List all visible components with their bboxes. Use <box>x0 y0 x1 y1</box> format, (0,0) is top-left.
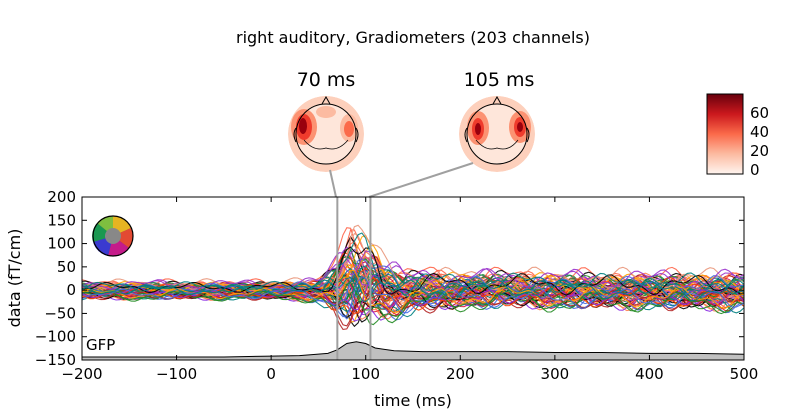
x-tick-label: 500 <box>730 365 759 383</box>
sensor-trace <box>82 250 744 290</box>
sensor-trace <box>82 244 744 301</box>
gfp-area <box>82 341 744 360</box>
x-tick-label: −200 <box>61 365 102 383</box>
topomap-label-105ms: 105 ms <box>463 69 535 91</box>
x-axis-label: time (ms) <box>374 391 452 410</box>
y-tick-label: 50 <box>57 258 76 276</box>
colorbar-tick-40: 40 <box>750 123 770 141</box>
x-tick-label: 400 <box>635 365 664 383</box>
sensor-position-legend <box>92 215 134 257</box>
colorbar-tick-20: 20 <box>750 142 770 160</box>
topomap-label-70ms: 70 ms <box>296 69 356 91</box>
x-tick-label: −100 <box>156 365 197 383</box>
x-tick-label: 0 <box>266 365 276 383</box>
figure-title: right auditory, Gradiometers (203 channe… <box>236 28 590 47</box>
y-tick-label: 150 <box>47 211 76 229</box>
colorbar-tick-60: 60 <box>750 104 770 122</box>
sensor-trace <box>82 265 744 305</box>
plot-frame <box>81 196 745 361</box>
y-tick-label: 100 <box>47 235 76 253</box>
gfp-line <box>82 341 744 358</box>
sensor-trace <box>82 287 744 327</box>
y-tick-label: −150 <box>35 351 76 369</box>
topomap-connector-105ms <box>368 162 474 198</box>
sensor-trace <box>82 276 744 303</box>
y-tick-label: −100 <box>35 328 76 346</box>
x-tick-label: 200 <box>446 365 475 383</box>
topomap-70ms <box>288 95 364 172</box>
colorbar-tick-0: 0 <box>750 161 760 179</box>
colorbar <box>706 93 744 175</box>
gfp-label: GFP <box>86 336 115 354</box>
y-tick-label: 0 <box>66 281 76 299</box>
x-tick-label: 300 <box>541 365 570 383</box>
sensor-trace <box>82 246 744 296</box>
topomap-connector-70ms <box>329 169 337 198</box>
sensor-trace <box>82 232 744 295</box>
plot-area <box>82 197 744 360</box>
x-tick-label: 100 <box>351 365 380 383</box>
y-tick-label: −50 <box>44 304 76 322</box>
y-axis-label: data (fT/cm) <box>5 229 24 328</box>
y-tick-label: 200 <box>47 188 76 206</box>
topomap-105ms <box>459 95 535 172</box>
